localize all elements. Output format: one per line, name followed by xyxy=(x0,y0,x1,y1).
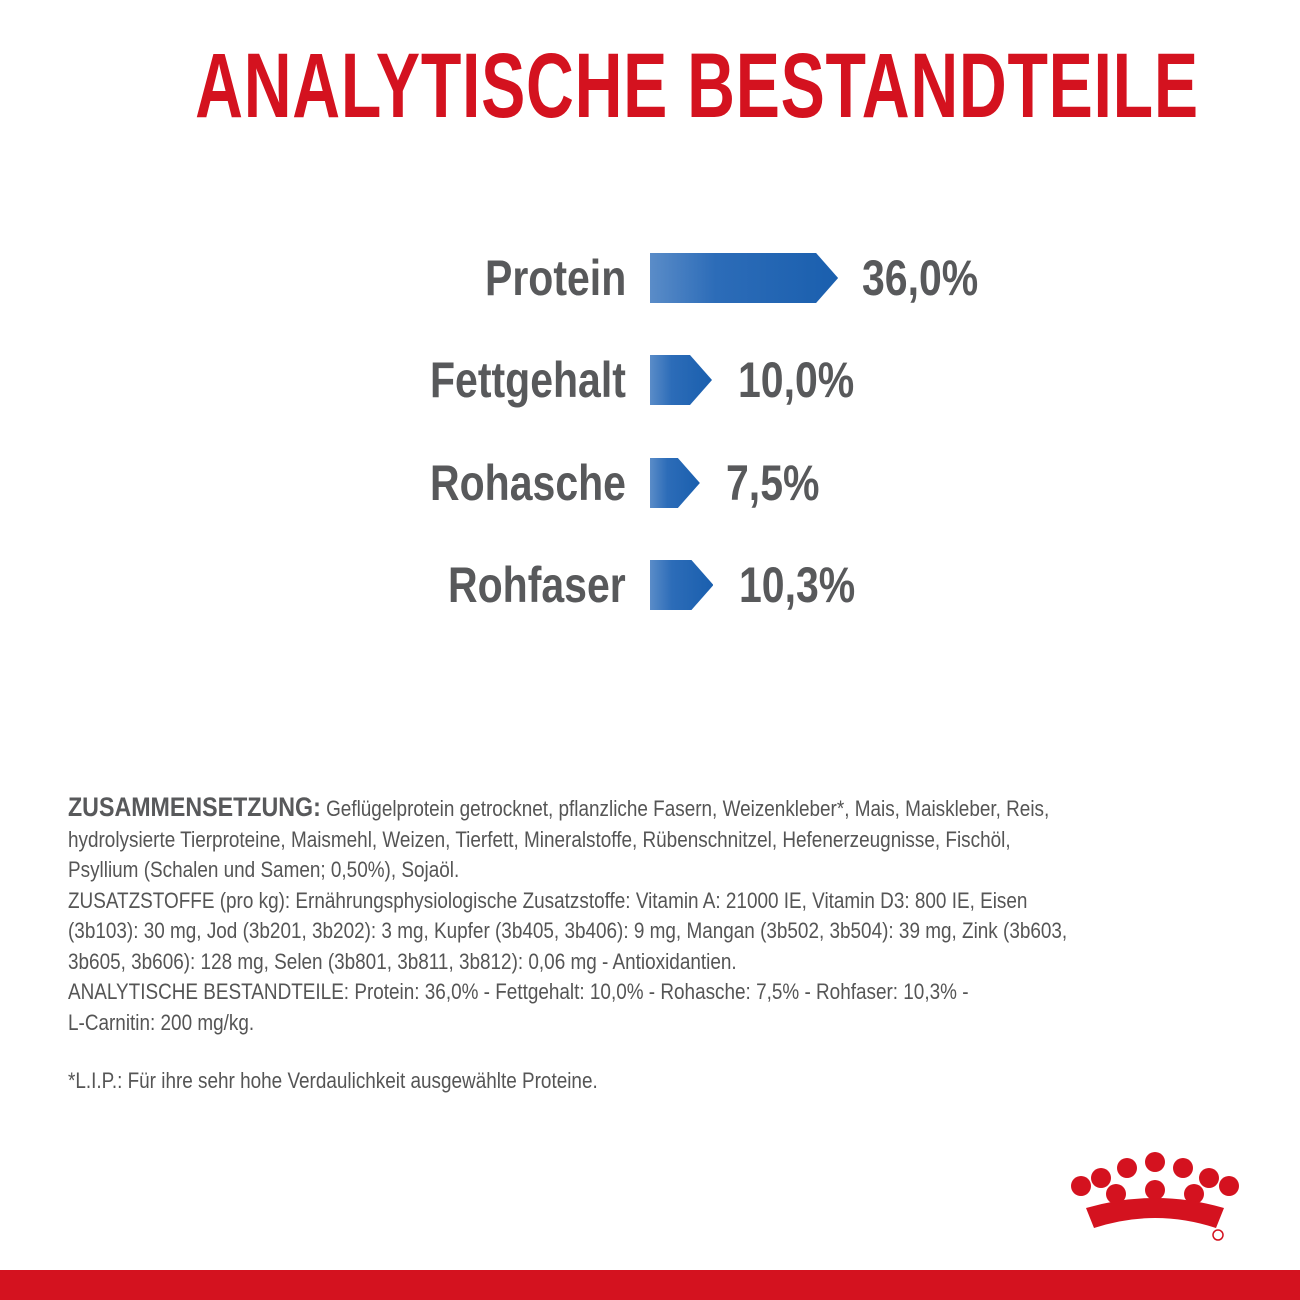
bar xyxy=(650,253,838,303)
analytical-line: L-Carnitin: 200 mg/kg. xyxy=(68,1009,255,1035)
composition-text: ZUSAMMENSETZUNG: Geflügelprotein getrock… xyxy=(68,792,1230,1038)
composition-line: ZUSAMMENSETZUNG: Geflügelprotein getrock… xyxy=(68,792,1067,825)
bar-label: Rohfaser xyxy=(448,557,626,613)
bar-row: Rohfaser 10,3% xyxy=(0,557,1300,613)
footnote: *L.I.P.: Für ihre sehr hohe Verdaulichke… xyxy=(68,1068,598,1093)
bar-label: Rohasche xyxy=(430,455,626,511)
bar-value-label: 10,0% xyxy=(738,352,855,408)
bar-row: Fettgehalt 10,0% xyxy=(0,352,1300,408)
composition-line: hydrolysierte Tierproteine, Maismehl, We… xyxy=(68,826,1011,852)
additives-line: (3b103): 30 mg, Jod (3b201, 3b202): 3 mg… xyxy=(68,918,1068,943)
bar xyxy=(650,355,712,405)
bar-value-label: 7,5% xyxy=(725,455,820,511)
bar-label: Protein xyxy=(484,250,626,306)
bar-value-label: 10,3% xyxy=(739,557,856,613)
page-title: ANALYTISCHE BESTANDTEILE xyxy=(0,34,1300,139)
composition-line-text: Geflügelprotein getrocknet, pflanzliche … xyxy=(320,796,1050,821)
analytical-line: ANALYTISCHE BESTANDTEILE: Protein: 36,0%… xyxy=(68,979,969,1004)
royal-canin-crown-logo xyxy=(1071,1152,1239,1241)
bar-row: Rohasche 7,5% xyxy=(0,455,1300,511)
brand-footer-bar xyxy=(0,1270,1300,1300)
bar-value-label: 36,0% xyxy=(862,250,979,306)
composition-heading: ZUSAMMENSETZUNG: xyxy=(68,792,321,822)
bar xyxy=(650,458,700,508)
additives-line: ZUSATZSTOFFE (pro kg): Ernährungsphysiol… xyxy=(68,887,1028,913)
title-text: ANALYTISCHE BESTANDTEILE xyxy=(195,35,1199,137)
bar-row: Protein 36,0% xyxy=(0,250,1300,306)
bar-label: Fettgehalt xyxy=(430,352,626,408)
composition-line: Psyllium (Schalen und Samen; 0,50%), Soj… xyxy=(68,857,460,882)
additives-line: 3b605, 3b606): 128 mg, Selen (3b801, 3b8… xyxy=(68,948,737,974)
bar xyxy=(650,560,713,610)
